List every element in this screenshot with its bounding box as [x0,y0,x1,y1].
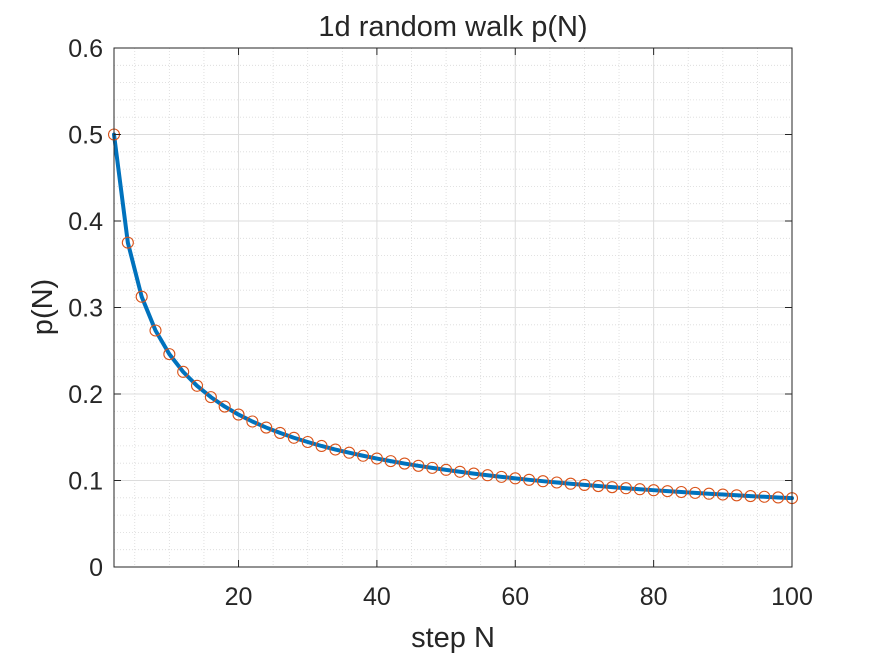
data-point-marker [550,476,563,489]
y-tick-label: 0.1 [68,468,103,496]
data-point-marker [467,467,480,480]
data-point-marker [232,408,245,421]
data-point-marker [135,290,148,303]
x-tick-label: 40 [363,583,391,611]
data-point-marker [730,489,743,502]
y-tick-label: 0.4 [68,208,103,236]
y-tick-label: 0.2 [68,381,103,409]
data-point-marker [260,421,273,434]
data-point-marker [702,487,716,500]
data-point-marker [357,449,370,462]
data-point-marker [384,455,397,468]
x-tick-label: 80 [640,583,668,611]
data-point-marker [481,469,494,482]
data-point-marker [758,490,771,503]
data-point-marker [190,379,204,392]
data-point-marker [647,484,660,497]
tick-labels: 20 40 60 80 100 0 0.1 0.2 0.3 0.4 0.5 0.6 [68,35,813,611]
data-point-marker [661,485,674,498]
data-point-marker [675,485,688,499]
data-point-marker [163,348,176,361]
data-point-marker [315,439,328,453]
data-point-marker [218,400,231,413]
x-tick-label: 20 [225,583,253,611]
data-point-marker [343,446,356,459]
data-point-marker [287,431,300,444]
chart-title: 1d random walk p(N) [318,11,587,43]
data-point-marker [370,452,383,465]
data-point-marker [744,490,757,503]
data-point-marker [633,483,646,496]
data-point-marker [329,443,342,456]
data-point-marker [121,236,134,249]
series-line [112,132,794,501]
y-tick-label: 0.5 [68,122,103,150]
data-point-marker [301,435,314,449]
y-tick-label: 0.6 [68,35,103,63]
data-point-marker [592,479,605,493]
y-axis-label: p(N) [27,279,59,335]
x-axis-label: step N [411,622,495,654]
data-point-marker [273,426,287,439]
data-point-marker [772,491,785,504]
data-point-marker [619,482,633,495]
y-tick-label: 0 [89,554,103,582]
data-point-marker [564,477,577,490]
data-point-marker [440,463,453,476]
data-point-marker [509,472,522,485]
data-point-marker [246,415,259,428]
series-layer [107,128,799,505]
data-point-marker [426,461,439,474]
data-point-marker [412,459,425,472]
data-point-marker [689,486,702,499]
data-point-marker [578,478,591,491]
x-tick-label: 100 [771,583,813,611]
x-tick-label: 60 [501,583,529,611]
data-point-marker [398,457,411,470]
data-point-marker [177,365,190,378]
data-point-marker [149,324,162,337]
data-point-marker [536,475,549,488]
data-point-marker [523,473,536,486]
y-tick-label: 0.3 [68,295,103,323]
data-point-marker [606,481,619,494]
ticks-layer [114,47,793,568]
data-point-marker [204,391,217,404]
data-point-marker [453,465,466,478]
data-point-marker [716,488,729,501]
data-point-marker [495,470,508,483]
